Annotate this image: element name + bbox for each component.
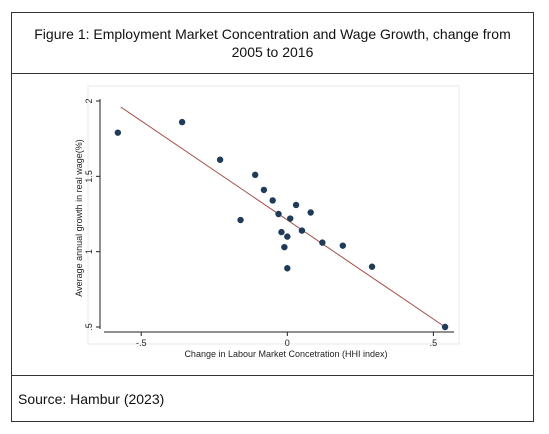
data-point xyxy=(292,201,300,209)
data-point xyxy=(178,118,186,126)
data-point xyxy=(339,242,347,249)
chart-panel: .5 1 1.5 2 -.5 0 .5 Change in Labour Market Co… xyxy=(12,74,533,376)
y-tick-label: 1.5 xyxy=(84,170,94,183)
x-tick-label: 0 xyxy=(285,338,290,348)
data-point xyxy=(281,243,288,251)
data-point xyxy=(287,215,294,222)
data-point xyxy=(269,197,276,204)
data-point xyxy=(298,227,306,234)
data-point xyxy=(307,209,314,216)
data-point xyxy=(441,323,449,331)
plot-background xyxy=(87,85,460,345)
data-point xyxy=(260,186,268,194)
figure-title: Figure 1: Employment Market Concentratio… xyxy=(12,13,533,74)
data-point xyxy=(237,216,244,224)
y-tick-label: .5 xyxy=(84,323,94,331)
source-note: Source: Hambur (2023) xyxy=(18,390,165,407)
data-point xyxy=(368,263,376,270)
scatter-chart: .5 1 1.5 2 -.5 0 .5 Change in Labour Market Co… xyxy=(74,85,460,359)
x-tick-label: -.5 xyxy=(136,338,147,348)
data-point xyxy=(216,156,224,163)
x-axis-title: Change in Labour Market Concetration (HH… xyxy=(184,349,387,359)
data-point xyxy=(278,228,285,236)
data-point xyxy=(284,233,291,240)
y-axis-title: Average annual growth in real wage(%) xyxy=(74,139,84,296)
fit-line xyxy=(120,106,446,328)
y-tick-label: 1 xyxy=(84,249,94,254)
x-tick-label: .5 xyxy=(430,338,438,348)
data-point xyxy=(114,129,122,136)
y-tick-label: 2 xyxy=(84,98,94,103)
data-point xyxy=(284,265,291,272)
figure-frame: Figure 1: Employment Market Concentratio… xyxy=(11,12,534,422)
data-point xyxy=(319,239,326,246)
data-point xyxy=(251,171,259,179)
data-point xyxy=(275,210,282,218)
